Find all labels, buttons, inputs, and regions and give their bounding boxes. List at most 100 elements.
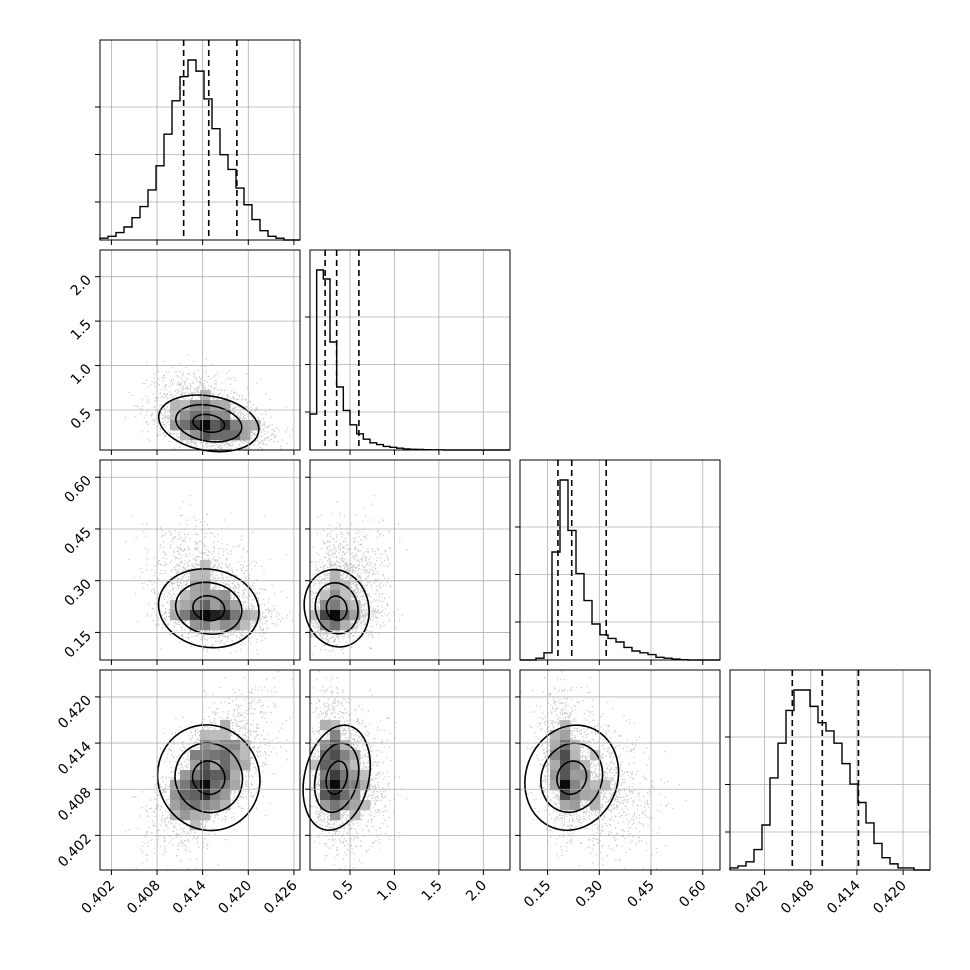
density-cell [200,620,211,631]
density-cell [200,420,211,431]
contour-level-2 [524,724,620,832]
density-cell [210,400,221,411]
density-cell [330,780,341,791]
density-cell [230,780,241,791]
density-cell [210,600,221,611]
density-cell [310,760,321,771]
density-cell [330,770,341,781]
density-cell [580,770,591,781]
panel-frame [99,39,301,241]
density-cell [230,420,241,431]
contour-level-0 [556,760,588,796]
density-cell [190,410,201,421]
density-cell [200,750,211,761]
density-cell [320,770,331,781]
density-cell [220,620,231,631]
density-cell [180,810,191,821]
y-tick-label: 0.408 [55,785,95,825]
x-tick-label: 0.60 [676,878,709,911]
density-cell [220,590,231,601]
scatter-panel-3-2 [520,671,687,871]
density-cell [330,730,341,741]
density-cell [210,420,221,431]
density-cell [320,600,331,611]
density-cell [330,610,341,621]
density-cell [170,800,181,811]
histogram-step-1 [309,269,510,451]
density-cell [200,610,211,621]
gridlines [100,670,300,870]
density-cell [210,730,221,741]
density-cell [320,750,331,761]
density-cell [200,810,211,821]
contour-level-1 [174,581,243,635]
density-cell [180,800,191,811]
density-cell [330,790,341,801]
gridlines [100,460,300,660]
x-tick-label: 0.30 [573,878,606,911]
x-tick-label: 0.5 [330,878,357,905]
x-tick-label: 0.414 [170,877,210,917]
density-cell [340,740,351,751]
density-cell [190,600,201,611]
density-cell [200,570,211,581]
scatter-panel-1-0 [124,354,294,453]
scatter-points [520,671,687,871]
density-cell [210,750,221,761]
contour-level-0 [325,760,349,796]
density-cell [320,780,331,791]
density-cell [340,600,351,611]
contour-level-2 [157,568,260,649]
density-cell [190,790,201,801]
panel-frame [519,459,721,661]
x-tick-label: 0.402 [732,878,772,918]
density-cell [230,770,241,781]
density-cell [560,770,571,781]
contour-level-1 [175,403,243,443]
density-cell [210,760,221,771]
panel-frame [309,249,511,451]
density-cell [570,760,581,771]
density-cell [550,730,561,741]
density-cell [200,580,211,591]
density-cell [570,750,581,761]
histogram-panel-3 [725,670,930,871]
density-cell [210,740,221,751]
y-tick-label: 1.5 [68,317,95,344]
panel-frame [99,459,301,661]
contour-level-0 [191,760,226,796]
density-cell [240,610,251,621]
density-cell [180,600,191,611]
density-cell [200,770,211,781]
density-cell [220,790,231,801]
density-cell [580,790,591,801]
density-cell [220,610,231,621]
density-cell [180,430,191,441]
density-cell [320,610,331,621]
density-cell [210,790,221,801]
x-tick-label: 0.420 [870,878,910,918]
density-cell [570,780,581,791]
density-cell [570,790,581,801]
panel-frame [309,669,511,871]
density-cell [170,410,181,421]
density-cell [320,740,331,751]
x-tick-label: 0.414 [824,877,864,917]
density-cell [240,740,251,751]
density-cell [240,420,251,431]
density-cell [180,780,191,791]
density-cell [200,780,211,791]
density-cell [560,800,571,811]
density-cell [230,430,241,441]
density-cell [180,400,191,411]
histogram-step-0 [99,59,300,241]
x-tick-label: 0.408 [778,878,818,918]
density-cell [550,740,561,751]
histogram-panel-1 [305,250,510,451]
density-cell [330,760,341,771]
density-cell [240,760,251,771]
density-cell [320,590,331,601]
histogram-panel-0 [95,40,300,241]
density-cell [330,800,341,811]
